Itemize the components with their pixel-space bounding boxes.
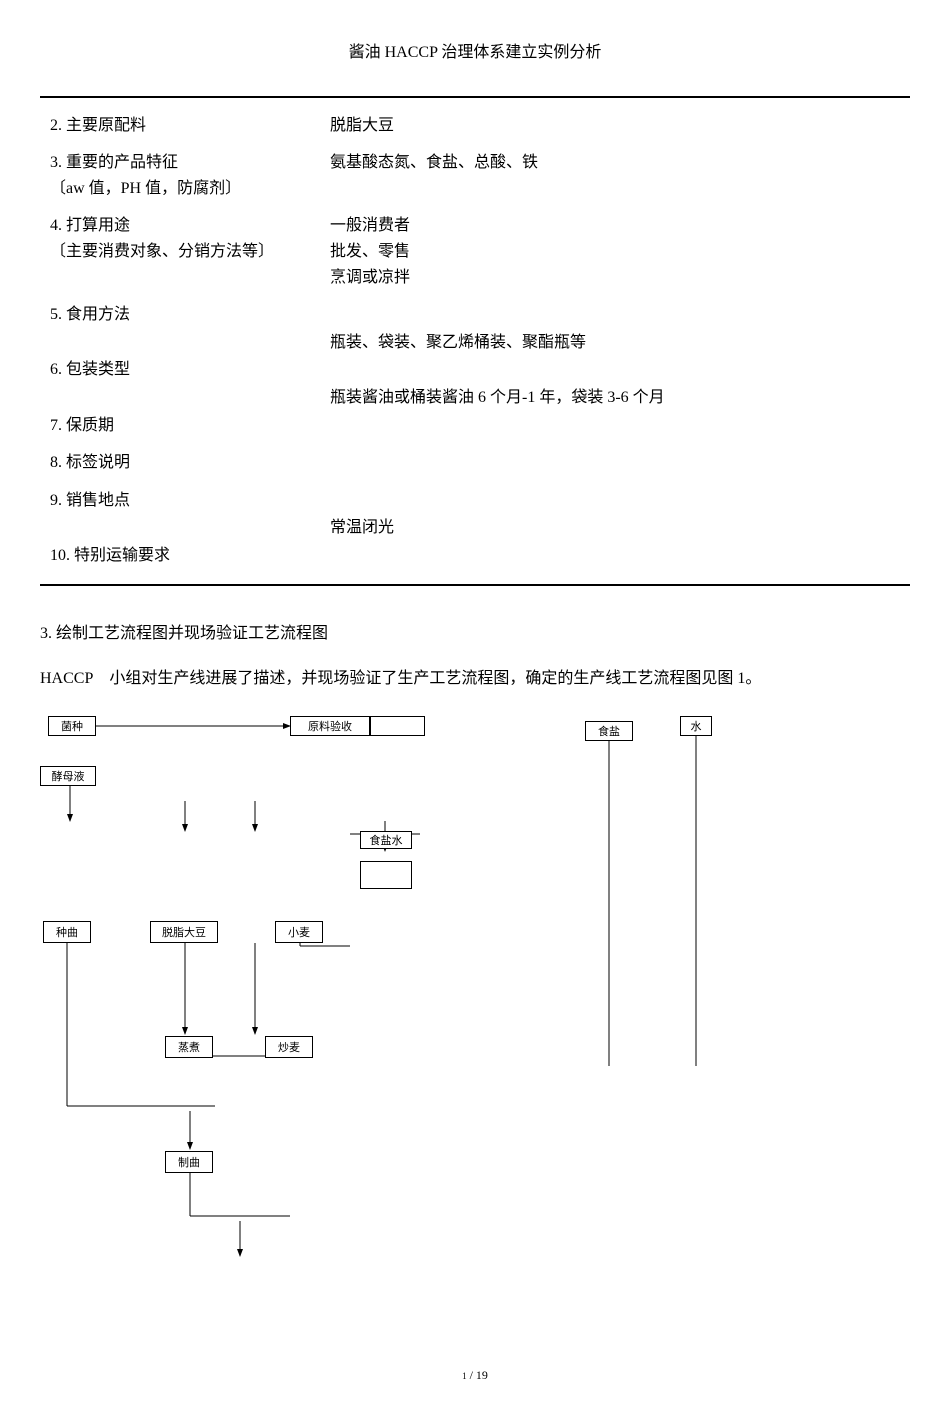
flow-node-jiaomu: 酵母液 <box>40 766 96 786</box>
row-label: 6. 包装类型 <box>50 357 330 383</box>
flow-node-empty1 <box>370 716 425 736</box>
row-label: 4. 打算用途 〔主要消费对象、分销方法等〕 <box>50 213 330 290</box>
row-label <box>50 385 330 411</box>
row-label: 5. 食用方法 <box>50 302 330 328</box>
flow-node-shiyan: 食盐 <box>585 721 633 741</box>
row-label: 8. 标签说明 <box>50 450 330 476</box>
row-value: 脱脂大豆 <box>330 113 900 139</box>
row-value: 瓶装、袋装、聚乙烯桶装、聚酯瓶等 <box>330 330 900 356</box>
row-value <box>330 413 900 439</box>
row-label <box>50 330 330 356</box>
page-number: 1 <box>462 1371 467 1381</box>
flow-node-yuanliao: 原料验收 <box>290 716 370 736</box>
flow-node-zhiqu: 制曲 <box>165 1151 213 1173</box>
flow-node-shui: 水 <box>680 716 712 736</box>
row-value: 瓶装酱油或桶装酱油 6 个月-1 年，袋装 3-6 个月 <box>330 385 900 411</box>
row-label: 7. 保质期 <box>50 413 330 439</box>
row-label: 10. 特别运输要求 <box>50 543 330 569</box>
row-value <box>330 357 900 383</box>
page-header: 酱油 HACCP 治理体系建立实例分析 <box>40 40 910 66</box>
flow-node-empty2 <box>360 861 412 889</box>
flow-node-junzhong: 菌种 <box>48 716 96 736</box>
flow-node-zhengzhu: 蒸煮 <box>165 1036 213 1058</box>
row-value: 氨基酸态氮、食盐、总酸、铁 <box>330 150 900 201</box>
row-label: 2. 主要原配料 <box>50 113 330 139</box>
flow-node-xiaomai: 小麦 <box>275 921 323 943</box>
process-flowchart: 菌种原料验收 食盐水酵母液食盐水 种曲脱脂大豆小麦蒸煮炒麦制曲 <box>40 716 790 1336</box>
section-body: HACCP 小组对生产线进展了描述，并现场验证了生产工艺流程图，确定的生产线工艺… <box>40 661 910 696</box>
flow-node-shiyanshui: 食盐水 <box>360 831 412 849</box>
section-heading: 3. 绘制工艺流程图并现场验证工艺流程图 <box>40 616 910 651</box>
row-value <box>330 450 900 476</box>
row-label <box>50 515 330 541</box>
row-label: 9. 销售地点 <box>50 488 330 514</box>
row-label: 3. 重要的产品特征 〔aw 值，PH 值，防腐剂〕 <box>50 150 330 201</box>
page-total: / 19 <box>470 1368 488 1382</box>
row-value: 常温闭光 <box>330 515 900 541</box>
page-footer: 1 / 19 <box>40 1366 910 1385</box>
flow-node-tuozhi: 脱脂大豆 <box>150 921 218 943</box>
flow-node-zhongqu: 种曲 <box>43 921 91 943</box>
product-table: 2. 主要原配料脱脂大豆 3. 重要的产品特征 〔aw 值，PH 值，防腐剂〕氨… <box>40 96 910 586</box>
row-value <box>330 488 900 514</box>
flowchart-svg <box>40 716 790 1336</box>
row-value <box>330 543 900 569</box>
row-value: 一般消费者 批发、零售 烹调或凉拌 <box>330 213 900 290</box>
flow-node-chaomai: 炒麦 <box>265 1036 313 1058</box>
row-value <box>330 302 900 328</box>
